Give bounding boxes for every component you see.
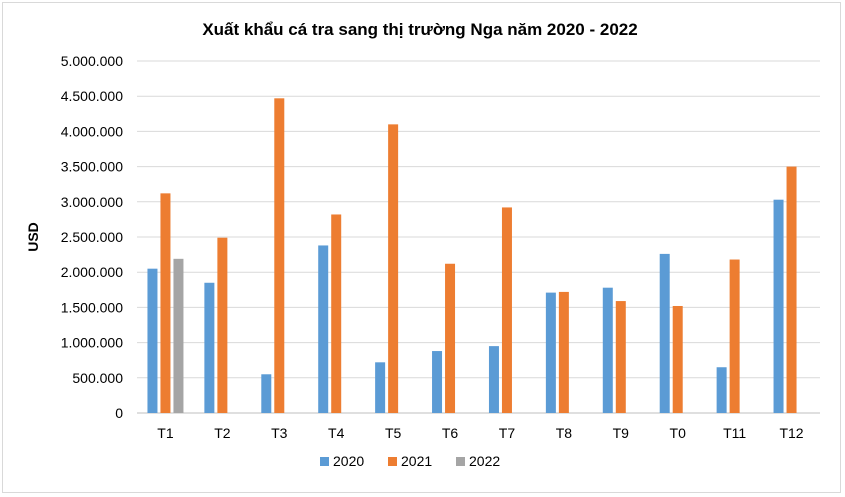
bar-2020 <box>261 374 272 413</box>
y-axis-label: USD <box>25 222 41 252</box>
bar-2021 <box>786 166 797 413</box>
x-tick-labels: T1 T2 T3 T4 T5 T6 T7 T8 T9 T0 T11 T12 <box>157 425 804 441</box>
legend-label-2022: 2022 <box>469 453 500 469</box>
bar-2020 <box>716 367 727 413</box>
bar-2021 <box>388 124 399 414</box>
legend-swatch-2022 <box>456 457 465 466</box>
x-tick-label: T2 <box>214 425 231 441</box>
bar-2020 <box>488 346 499 413</box>
x-tick-label: T12 <box>779 425 803 441</box>
y-tick-label: 0 <box>115 405 123 421</box>
y-tick-label: 4.000.000 <box>61 123 123 139</box>
bar-2021 <box>160 193 171 413</box>
bar-2021 <box>672 305 683 413</box>
y-tick-label: 1.500.000 <box>61 299 123 315</box>
x-tick-label: T9 <box>613 425 630 441</box>
x-tick-label: T4 <box>328 425 345 441</box>
legend-label-2021: 2021 <box>401 453 432 469</box>
y-tick-label: 2.500.000 <box>61 229 123 245</box>
chart-title: Xuất khẩu cá tra sang thị trường Nga năm… <box>202 20 637 39</box>
legend-swatch-2020 <box>320 457 329 466</box>
bar-2020 <box>773 199 784 413</box>
x-tick-label: T8 <box>556 425 573 441</box>
bar-2020 <box>602 287 613 413</box>
bar-2021 <box>615 301 626 413</box>
bar-2021 <box>445 263 456 413</box>
gridlines <box>137 60 820 414</box>
bar-2021 <box>501 207 512 413</box>
bar-2021 <box>558 291 569 413</box>
x-tick-label: T5 <box>385 425 402 441</box>
bar-2020 <box>545 292 556 413</box>
bar-2020 <box>432 351 443 413</box>
bar-2020 <box>318 245 329 413</box>
x-tick-label: T3 <box>271 425 288 441</box>
bars <box>147 98 797 414</box>
legend: 2020 2021 2022 <box>320 453 500 469</box>
y-tick-label: 5.000.000 <box>61 53 123 69</box>
y-tick-label: 1.000.000 <box>61 335 123 351</box>
bar-2021 <box>274 98 285 413</box>
bar-2021 <box>217 237 228 413</box>
x-tick-label: T6 <box>442 425 459 441</box>
bar-2022 <box>173 258 184 413</box>
x-tick-label: T0 <box>670 425 687 441</box>
y-tick-label: 500.000 <box>72 370 123 386</box>
bar-2020 <box>659 253 670 413</box>
bar-2020 <box>204 282 215 413</box>
y-tick-label: 3.000.000 <box>61 194 123 210</box>
bar-2021 <box>729 259 740 413</box>
x-tick-label: T1 <box>157 425 174 441</box>
bar-2020 <box>147 268 158 413</box>
y-tick-label: 3.500.000 <box>61 159 123 175</box>
bar-2020 <box>375 362 386 413</box>
x-tick-label: T11 <box>723 425 746 441</box>
y-tick-label: 2.000.000 <box>61 264 123 280</box>
legend-swatch-2021 <box>388 457 397 466</box>
y-tick-label: 4.500.000 <box>61 88 123 104</box>
bar-2021 <box>331 214 342 413</box>
y-tick-labels: 0 500.000 1.000.000 1.500.000 2.000.000 2.500… <box>61 53 124 421</box>
x-tick-label: T7 <box>499 425 516 441</box>
legend-label-2020: 2020 <box>333 453 364 469</box>
